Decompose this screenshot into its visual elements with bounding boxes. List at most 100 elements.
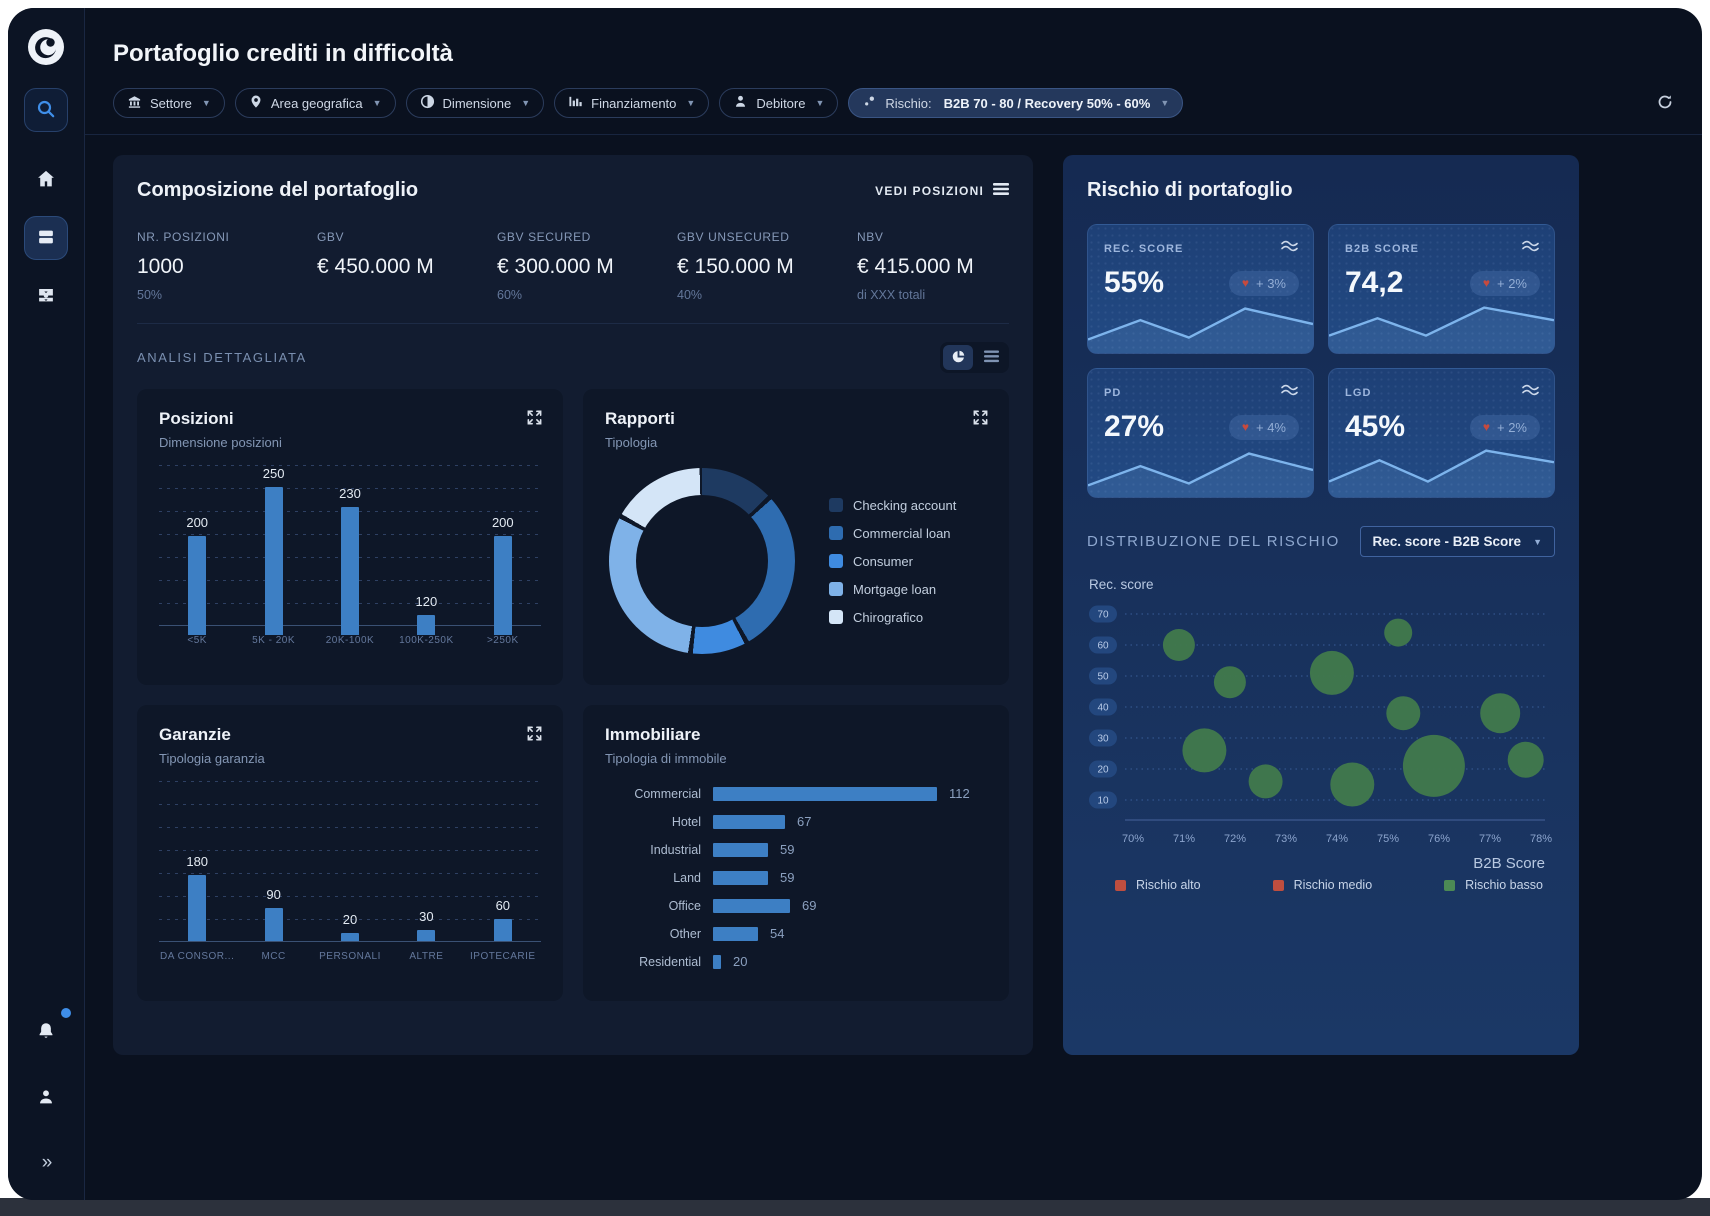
profile-button[interactable] (24, 1076, 68, 1120)
risk-card-label: REC. SCORE (1104, 242, 1184, 255)
risk-bubble (1182, 728, 1227, 773)
filter-bar: Settore ▼ Area geografica ▼ (85, 88, 1702, 135)
chart-card-title: Garanzie (159, 725, 231, 744)
bar (417, 930, 436, 941)
bar (188, 536, 207, 635)
risk-card-pd: PD 27% ♥ + 4% (1087, 368, 1314, 498)
hbar-value-label: 59 (780, 870, 795, 885)
filter-chip-rischio[interactable]: Rischio: B2B 70 - 80 / Recovery 50% - 60… (848, 88, 1184, 118)
search-button[interactable] (24, 88, 68, 132)
debtor-icon (733, 94, 748, 112)
legend-label: Commercial loan (853, 525, 951, 541)
hbar-value-label: 59 (780, 842, 795, 857)
chevron-down-icon: ▼ (201, 98, 211, 108)
map-pin-icon (249, 94, 263, 112)
posizioni-categories: <5k 5K - 20K 20K-100K 100K-250K >250K (159, 635, 541, 646)
sidebar-nav (24, 158, 68, 318)
kpi-gbv-secured: GBV SECURED € 300.000 M 60% (497, 230, 677, 303)
posizioni-plot: 200 250 230 120 200 (159, 465, 541, 635)
charts-grid: Posizioni Dimensione posizioni 20 (137, 389, 1009, 1001)
bar-value-label: 20 (342, 912, 358, 927)
kpi-label: NBV (857, 230, 884, 244)
sidebar-item-inbox[interactable] (24, 274, 68, 318)
filter-chip-settore[interactable]: Settore ▼ (113, 88, 225, 118)
notifications-button[interactable] (24, 1008, 71, 1054)
filter-chip-dimensione[interactable]: Dimensione ▼ (405, 88, 545, 118)
filter-chip-finanziamento[interactable]: Finanziamento ▼ (554, 88, 710, 118)
filter-chip-area-geografica[interactable]: Area geografica ▼ (234, 88, 396, 118)
category-label: IPOTECARIE (470, 951, 536, 962)
heart-icon: ♥ (1482, 276, 1490, 290)
y-tick-label: 70 (1097, 610, 1109, 621)
kpi-value: € 300.000 M (497, 255, 614, 278)
hbar (713, 786, 937, 801)
risk-bubble (1248, 764, 1283, 799)
expand-button[interactable] (526, 725, 543, 745)
legend-swatch (1444, 879, 1456, 891)
y-tick-pill (1089, 698, 1117, 716)
divider (137, 323, 1009, 324)
sidebar-bottom: » (24, 1008, 71, 1174)
content-row: Composizione del portafoglio VEDI POSIZI… (85, 135, 1702, 1055)
sidebar-item-portfolio[interactable] (24, 216, 68, 260)
chart-view-toggle-button[interactable] (943, 345, 973, 370)
risk-delta-value: + 3% (1256, 275, 1286, 291)
category-label: DA CONSOR... (160, 951, 235, 962)
x-tick-label: 75% (1377, 833, 1399, 845)
distribution-selector[interactable]: Rec. score - B2B Score ▼ (1359, 526, 1555, 557)
x-tick-label: 70% (1122, 833, 1144, 845)
bar-value-label: 90 (266, 887, 281, 902)
bar (493, 919, 512, 941)
app-window: » Portafoglio crediti in difficoltà Sett… (8, 8, 1702, 1200)
hbar-row: Hotel 67 (605, 812, 987, 831)
bar-value-label: 30 (419, 909, 434, 924)
x-tick-label: 74% (1326, 833, 1348, 845)
kpi-value: € 415.000 M (857, 255, 974, 278)
risk-bubble (1402, 734, 1465, 797)
chevron-down-icon: ▼ (372, 98, 382, 108)
risk-card-value: 45% (1345, 410, 1406, 443)
risk-title: Rischio di portafoglio (1087, 179, 1293, 201)
immobiliare-chart-card: Immobiliare Tipologia di immobile Commer… (583, 705, 1009, 1001)
bar-value-label: 200 (491, 515, 514, 530)
gridline (159, 804, 541, 805)
sidebar-item-home[interactable] (24, 158, 68, 202)
legend-swatch (1272, 879, 1284, 891)
hbar-category-label: Other (669, 926, 701, 941)
bar (417, 615, 436, 635)
expand-button[interactable] (972, 409, 989, 429)
risk-card-lgd: LGD 45% ♥ + 2% (1328, 368, 1555, 498)
view-positions-button[interactable]: VEDI POSIZIONI (875, 182, 1009, 199)
bar (340, 933, 359, 941)
bar-value-label: 180 (186, 854, 209, 869)
heart-icon: ♥ (1241, 276, 1249, 290)
gridline (159, 896, 541, 897)
list-view-toggle-button[interactable] (976, 345, 1006, 370)
category-label: 5K - 20K (252, 635, 296, 646)
risk-card-value: 55% (1104, 266, 1165, 299)
refresh-button[interactable] (1656, 93, 1674, 114)
heart-icon: ♥ (1241, 420, 1249, 434)
filter-chip-debitore[interactable]: Debitore ▼ (719, 88, 839, 118)
legend-label: Checking account (853, 497, 957, 513)
legend-item: Consumer (829, 554, 956, 569)
risk-delta-badge: ♥ + 2% (1469, 414, 1540, 440)
hbar-category-label: Hotel (671, 814, 701, 829)
wave-trend-icon (1280, 239, 1299, 258)
legend-label: Rischio basso (1465, 878, 1543, 892)
hbar-row: Other 54 (605, 924, 987, 943)
sidebar: » (8, 8, 85, 1200)
expand-button[interactable] (526, 409, 543, 429)
sidebar-expand-button[interactable]: » (42, 1152, 52, 1174)
gridline (159, 781, 541, 782)
bubble-legend-item: Rischio alto (1115, 878, 1201, 892)
legend-label: Rischio medio (1293, 878, 1373, 892)
y-tick-pill (1089, 605, 1117, 623)
bar-value-label: 230 (339, 486, 361, 501)
risk-card-label: B2B SCORE (1345, 242, 1420, 255)
hbar-value-label: 54 (770, 926, 785, 941)
category-label: PERSONALI (319, 951, 381, 962)
rapporti-legend: Checking account Commercial loan Consumer M… (829, 498, 956, 625)
detailed-analysis-label: ANALISI DETTAGLIATA (137, 350, 307, 365)
category-label: ALTRE (409, 951, 444, 962)
